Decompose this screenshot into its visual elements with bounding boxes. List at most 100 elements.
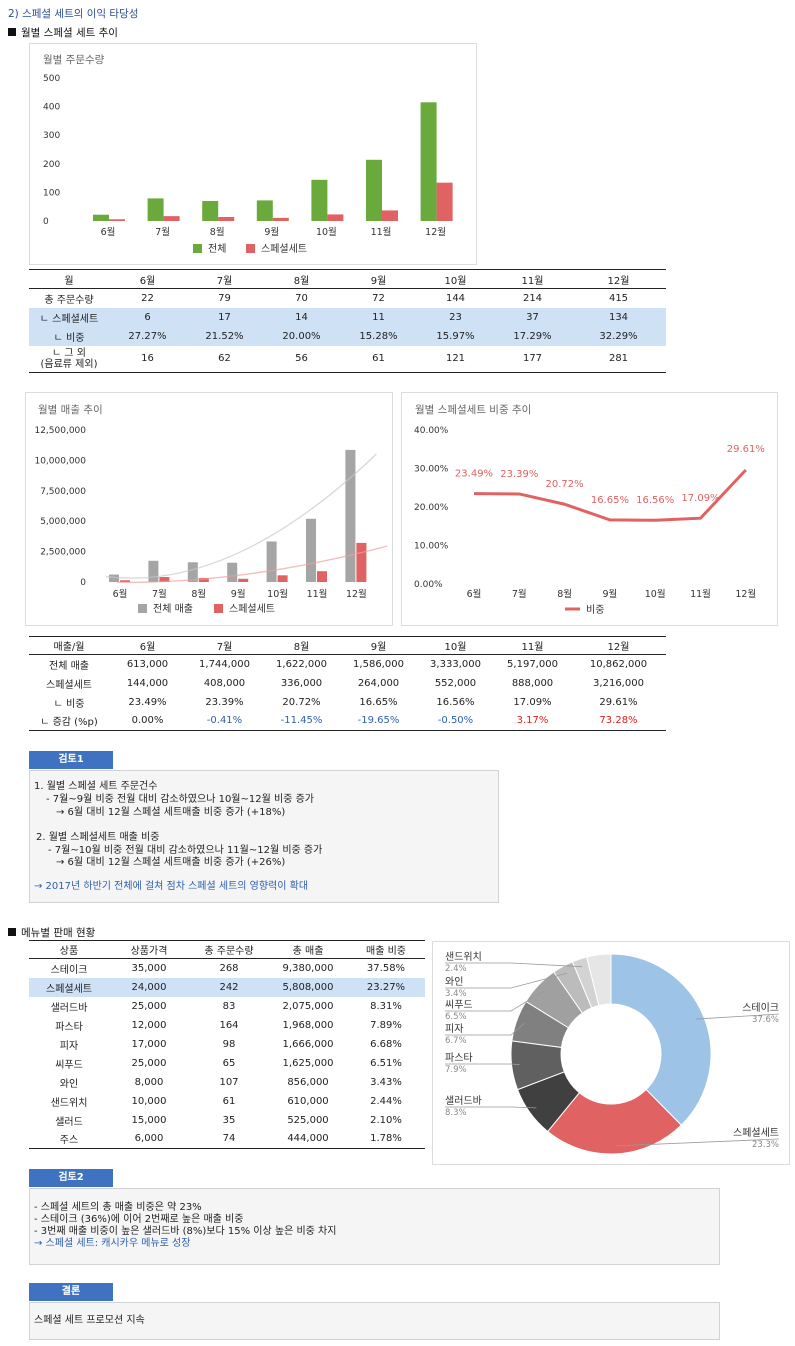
table-cell: 23.49% — [128, 696, 167, 708]
x-tick-label: 7월 — [155, 226, 170, 238]
table-cell: 268 — [219, 962, 239, 974]
table-cell: 20.00% — [263, 326, 340, 346]
data-label: 17.09% — [681, 493, 719, 504]
column-header: 총 주문수량 — [189, 940, 269, 959]
bar-special — [109, 219, 125, 221]
table-cell: 23 — [417, 307, 494, 327]
table-row: 와인 8,000 107 856,000 3.43% — [29, 1073, 425, 1092]
column-header: 상품가격 — [109, 940, 189, 959]
table-cell: 79 — [218, 292, 231, 304]
table-cell: 10,000 — [131, 1095, 167, 1107]
data-label: 23.39% — [500, 469, 538, 480]
table-cell: 264,000 — [357, 677, 400, 689]
review1-line: → 6월 대비 12월 스페셜 세트매출 비중 증가 (+26%) — [56, 857, 286, 868]
table-cell: 21.52% — [186, 326, 263, 346]
data-label: 16.65% — [591, 495, 629, 506]
bar-special — [327, 214, 344, 221]
donut-pct: 6.7% — [445, 1036, 467, 1046]
table-cell: 2.44% — [370, 1095, 402, 1107]
trend-line — [116, 545, 388, 583]
table-cell: -0.50% — [417, 711, 494, 731]
bar-total — [202, 200, 219, 221]
table-cell: 214 — [522, 292, 543, 304]
table-cell: ㄴ 그 외 (음료류 제외) — [29, 345, 109, 373]
data-label: 23.49% — [455, 469, 493, 480]
x-tick-label: 8월 — [210, 226, 225, 238]
column-header: 10월 — [417, 636, 494, 655]
table-cell: ㄴ 비중 — [29, 326, 109, 346]
data-label: 29.61% — [727, 444, 765, 455]
leader-line — [696, 1013, 780, 1020]
leader-line — [445, 1063, 520, 1066]
table-cell: -0.41% — [186, 711, 263, 731]
table-cell: 35 — [222, 1114, 236, 1126]
table-row: 샐러드바 25,000 83 2,075,000 8.31% — [29, 997, 425, 1016]
review1-badge: 검토1 — [29, 751, 113, 769]
menu-sales-table: 상품 상품가격 총 주문수량 총 매출 매출 비중 스테이크 35,000 268 9,380,… — [29, 940, 425, 1149]
table-row: 파스타 12,000 164 1,968,000 7.89% — [29, 1016, 425, 1035]
bar-special-sales — [317, 571, 327, 582]
bar-special-sales — [277, 575, 288, 582]
column-header: 10월 — [417, 269, 494, 289]
bar-special-sales — [356, 542, 367, 582]
y-tick-label: 100 — [43, 188, 60, 198]
table-cell: 6,000 — [109, 1129, 189, 1149]
legend-marker-special — [246, 244, 255, 253]
legend-label: 전체 — [208, 243, 226, 255]
table-row: 총 주문수량 22 79 70 72 144 214 415 — [29, 289, 666, 308]
x-tick-label: 9월 — [603, 588, 618, 600]
orders-bar-chart: 월별 주문수량 0 100 200 300 400 500 6월 7월 8월 9월 10월 11월 12월… — [43, 54, 453, 255]
conclusion-badge: 결론 — [29, 1283, 113, 1301]
table-cell: 12,000 — [131, 1019, 167, 1031]
table-cell: 피자 — [59, 1040, 79, 1052]
y-tick-label: 12,500,000 — [34, 426, 86, 436]
table-row: 스페셜세트 24,000 242 5,808,000 23.27% — [29, 977, 425, 997]
table-row: ㄴ 비중 23.49% 23.39% 20.72% 16.65% 16.56% 17.09%… — [29, 693, 666, 712]
table-cell: ㄴ 증감 (%p) — [29, 711, 109, 731]
x-tick-label: 6월 — [467, 588, 482, 600]
donut-label: 피자 — [445, 1023, 463, 1035]
x-tick-label: 11월 — [690, 588, 711, 600]
table-cell: 20.72% — [282, 696, 321, 708]
column-header: 총 매출 — [269, 940, 347, 959]
table-cell: 61 — [340, 345, 417, 373]
table-row: 주스 6,000 74 444,000 1.78% — [29, 1129, 425, 1149]
table-cell: 스테이크 — [50, 964, 88, 976]
donut-pct: 3.4% — [445, 989, 467, 999]
table-header-row: 상품 상품가격 총 주문수량 총 매출 매출 비중 — [29, 940, 425, 959]
table-cell: 242 — [189, 977, 269, 997]
table-row: 피자 17,000 98 1,666,000 6.68% — [29, 1035, 425, 1054]
column-header: 8월 — [263, 269, 340, 289]
donut-label: 스페셜세트 — [733, 1127, 779, 1139]
table-cell: 408,000 — [203, 677, 246, 689]
x-tick-label: 10월 — [267, 588, 288, 600]
x-tick-label: 9월 — [231, 588, 246, 600]
data-label: 20.72% — [546, 479, 584, 490]
x-tick-label: 12월 — [425, 226, 446, 238]
bar-total — [420, 102, 437, 221]
x-tick-label: 11월 — [371, 226, 392, 238]
table-cell: 98 — [222, 1038, 236, 1050]
table-cell: 24,000 — [109, 977, 189, 997]
leader-line — [445, 990, 545, 1012]
section-title: 2) 스페셜 세트의 이익 타당성 — [8, 8, 139, 20]
donut-pct: 6.5% — [445, 1012, 467, 1022]
column-header: 6월 — [109, 269, 186, 289]
square-bullet-icon — [8, 28, 16, 36]
bar-total-sales — [227, 562, 238, 582]
table-cell: 0.00% — [109, 711, 186, 731]
bar-special-sales — [120, 580, 130, 582]
chart-title: 월별 스페셜세트 비중 추이 — [415, 404, 531, 416]
donut-label: 샐러드바 — [445, 1095, 482, 1107]
table-cell: 613,000 — [126, 658, 169, 670]
table-cell: 134 — [571, 307, 666, 327]
menu-title: 메뉴별 판매 현황 — [21, 927, 96, 939]
ratio-chart-card: 월별 스페셜세트 비중 추이 0.00% 10.00% 20.00% 30.00% 40.… — [401, 392, 778, 626]
legend-label: 스페셜세트 — [229, 603, 275, 615]
table-cell: 7.89% — [370, 1019, 402, 1031]
donut-slice — [547, 1088, 682, 1155]
table-header-row: 월 6월 7월 8월 9월 10월 11월 12월 — [29, 269, 666, 289]
column-header: 7월 — [186, 636, 263, 655]
table-cell: 샌드위치 — [50, 1097, 88, 1109]
